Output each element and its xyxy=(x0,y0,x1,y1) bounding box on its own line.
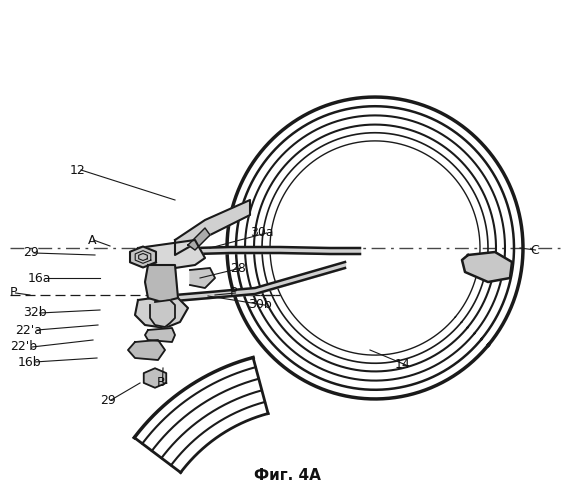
Text: 29: 29 xyxy=(100,394,116,406)
Text: C: C xyxy=(530,244,539,256)
Polygon shape xyxy=(144,368,166,388)
Text: 16a: 16a xyxy=(28,272,52,284)
Polygon shape xyxy=(190,268,215,288)
Polygon shape xyxy=(135,295,188,328)
Polygon shape xyxy=(138,240,205,268)
Polygon shape xyxy=(130,246,156,268)
Text: 30b: 30b xyxy=(248,298,272,312)
Polygon shape xyxy=(128,340,165,360)
Text: P: P xyxy=(230,286,238,300)
Text: 32b: 32b xyxy=(23,306,46,320)
Polygon shape xyxy=(150,300,175,327)
Text: 28: 28 xyxy=(230,262,246,274)
Text: 29: 29 xyxy=(23,246,39,260)
Text: 22'b: 22'b xyxy=(10,340,37,353)
Polygon shape xyxy=(175,200,250,255)
Text: Фиг. 4А: Фиг. 4А xyxy=(254,468,320,482)
Text: 12: 12 xyxy=(70,164,86,176)
Text: B: B xyxy=(157,376,166,388)
Text: 16b: 16b xyxy=(18,356,42,368)
Polygon shape xyxy=(188,228,210,250)
Polygon shape xyxy=(462,252,512,282)
Polygon shape xyxy=(145,265,178,302)
Text: 14: 14 xyxy=(395,358,411,372)
Text: 30a: 30a xyxy=(250,226,274,239)
Text: A: A xyxy=(88,234,96,246)
Polygon shape xyxy=(145,328,175,342)
Text: P: P xyxy=(10,286,17,300)
Text: 22'a: 22'a xyxy=(15,324,42,336)
